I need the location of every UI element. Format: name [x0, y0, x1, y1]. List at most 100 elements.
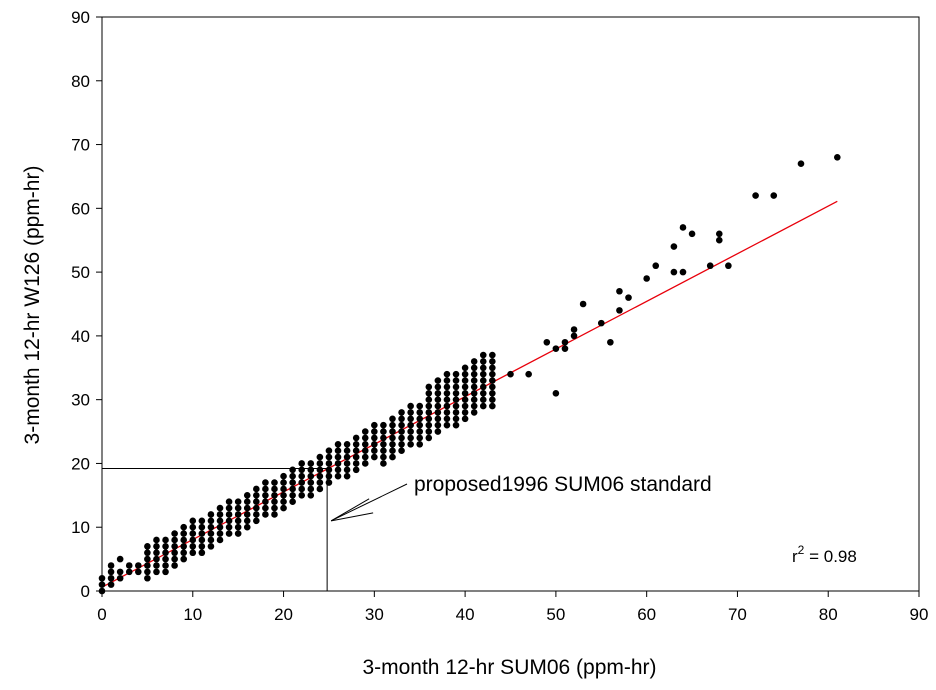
data-point [243, 517, 251, 525]
y-tick-label: 0 [81, 582, 90, 601]
data-point [280, 485, 287, 493]
data-point [489, 364, 496, 372]
y-tick-label: 80 [71, 72, 90, 91]
data-point [289, 492, 296, 499]
data-point [443, 396, 451, 403]
data-point [189, 549, 197, 557]
x-axis-title: 3-month 12-hr SUM06 (ppm-hr) [362, 656, 656, 679]
data-point [343, 472, 351, 480]
data-point [271, 479, 278, 486]
data-point [479, 364, 487, 372]
r-squared-sup: 2 [798, 543, 805, 557]
data-point [253, 504, 260, 512]
data-point [225, 504, 233, 512]
data-point [434, 428, 442, 435]
data-point [398, 409, 405, 416]
data-point [207, 523, 215, 531]
data-point [343, 460, 351, 467]
data-point [452, 383, 460, 391]
data-point [234, 523, 242, 531]
data-point [461, 415, 469, 423]
r-squared-prefix: r [792, 547, 798, 566]
y-tick-label: 10 [71, 518, 90, 537]
data-point [479, 402, 487, 410]
data-point [216, 504, 224, 512]
data-point [479, 377, 487, 384]
data-point [434, 396, 442, 403]
data-point [234, 511, 242, 518]
annotation-arrow-head-upper [330, 498, 370, 522]
data-point [207, 536, 215, 544]
data-point [280, 479, 287, 486]
data-point [389, 428, 396, 435]
data-point [116, 568, 124, 576]
data-point [425, 383, 433, 391]
data-point [262, 485, 269, 493]
data-point [452, 377, 460, 384]
data-point [198, 517, 206, 525]
data-point [116, 555, 124, 563]
data-point [434, 377, 442, 384]
data-point [144, 562, 151, 569]
data-point [153, 555, 160, 563]
data-point [425, 396, 433, 403]
data-point [144, 555, 151, 563]
data-point [153, 549, 160, 557]
y-tick-label: 30 [71, 391, 90, 410]
data-point [361, 441, 369, 448]
axis-ticks: 0 10 20 30 40 50 60 70 80 90 0 10 20 30 40 50 60 70 80 90 [71, 8, 928, 624]
data-point [216, 523, 224, 531]
y-tick-label: 20 [71, 454, 90, 473]
data-point [243, 498, 251, 506]
data-point [316, 485, 324, 493]
data-point [443, 383, 451, 391]
data-point [189, 543, 197, 550]
data-point [398, 428, 405, 435]
data-point [425, 409, 433, 416]
data-point [144, 543, 151, 550]
data-point [234, 530, 242, 537]
data-point [271, 504, 278, 512]
data-point [452, 396, 460, 403]
data-point [416, 402, 424, 410]
data-point [162, 549, 169, 557]
data-point [216, 536, 224, 544]
data-point [107, 574, 115, 582]
data-point [189, 517, 197, 525]
x-tick-label: 80 [819, 605, 838, 624]
data-point [316, 453, 324, 461]
data-point [253, 498, 260, 506]
data-point [425, 389, 433, 397]
data-point [380, 428, 387, 435]
data-point [153, 543, 160, 550]
trendline-layer [101, 200, 838, 588]
data-point [162, 562, 169, 569]
data-point [489, 377, 496, 384]
data-point [407, 441, 414, 448]
data-point [253, 492, 260, 499]
data-point [262, 504, 269, 512]
data-point [243, 504, 251, 512]
data-point [189, 523, 197, 531]
data-point [616, 307, 623, 314]
data-point [452, 415, 460, 423]
data-point [452, 409, 460, 416]
y-tick-label: 90 [71, 8, 90, 27]
data-point [234, 498, 242, 506]
data-point [225, 523, 233, 531]
data-point [434, 389, 442, 397]
data-point [316, 466, 324, 474]
x-tick-label: 70 [728, 605, 747, 624]
data-point [407, 402, 414, 410]
data-point [371, 447, 378, 454]
data-point [307, 466, 315, 474]
data-point [144, 568, 151, 576]
data-point [380, 434, 387, 442]
data-point [171, 543, 178, 550]
data-point [180, 549, 187, 557]
data-point [470, 396, 478, 403]
annotation-arrow-head-lower [331, 512, 374, 522]
data-point [461, 364, 469, 372]
data-point [180, 555, 187, 563]
data-point [180, 523, 187, 531]
